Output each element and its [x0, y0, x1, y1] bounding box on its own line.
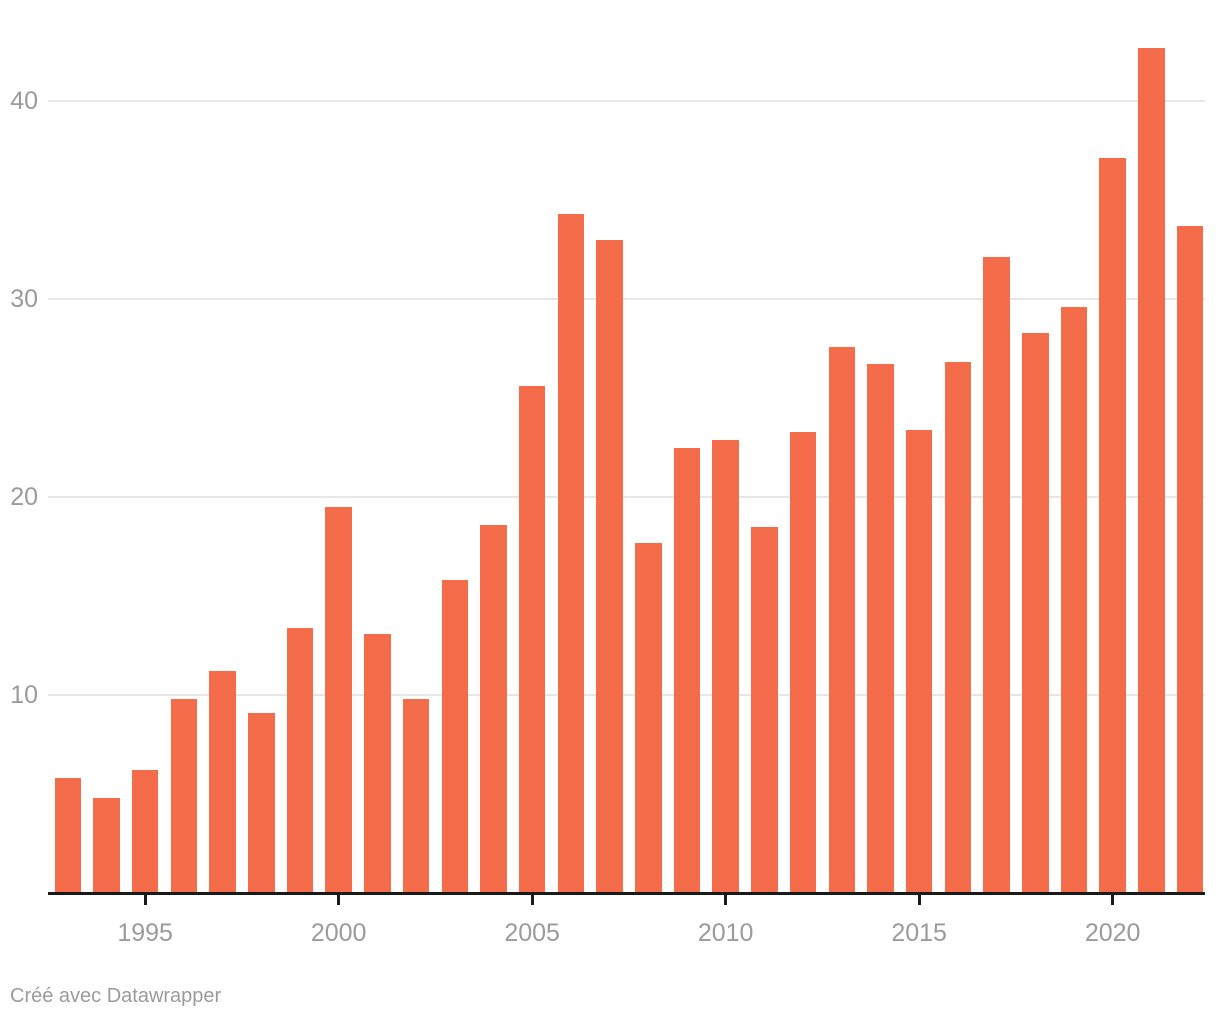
- x-axis-tick-label: 1995: [117, 919, 173, 947]
- bar-2012[interactable]: [789, 431, 817, 892]
- bar-2016[interactable]: [944, 362, 972, 892]
- bar-2019[interactable]: [1060, 306, 1088, 892]
- bar-2005[interactable]: [518, 386, 546, 892]
- x-axis-tick-label: 2000: [310, 919, 367, 947]
- bar-1994[interactable]: [93, 797, 120, 892]
- x-axis-line: [48, 892, 1205, 895]
- x-axis-tick: [1111, 895, 1115, 905]
- y-gridline: [48, 100, 1205, 102]
- y-axis-tick-label: 30: [10, 285, 38, 313]
- plot-area: 10 20 30 40 1995 2000 2005 2010 2015 2020: [10, 47, 1205, 947]
- bar-2015[interactable]: [905, 429, 933, 892]
- bar-2006[interactable]: [557, 213, 585, 892]
- x-axis-tick: [917, 895, 921, 905]
- bar-1996[interactable]: [170, 698, 198, 892]
- attribution-link[interactable]: Créé avec Datawrapper: [10, 985, 222, 1007]
- y-axis-tick-label: 40: [10, 87, 38, 115]
- bar-2004[interactable]: [480, 524, 507, 892]
- bar-1995[interactable]: [131, 770, 159, 892]
- x-axis-tick-label: 2005: [504, 919, 560, 947]
- bar-2022[interactable]: [1176, 225, 1204, 892]
- y-gridline: [48, 496, 1205, 498]
- bar-2007[interactable]: [596, 239, 623, 892]
- x-axis-tick-label: 2020: [1084, 919, 1141, 947]
- bar-2008[interactable]: [635, 542, 662, 892]
- bar-2010[interactable]: [712, 439, 739, 892]
- bar-2021[interactable]: [1138, 47, 1165, 892]
- bar-2014[interactable]: [867, 364, 894, 892]
- bar-2003[interactable]: [441, 580, 468, 892]
- bar-1997[interactable]: [209, 671, 236, 892]
- bar-2013[interactable]: [828, 346, 855, 892]
- bar-2020[interactable]: [1099, 158, 1126, 892]
- bar-1993[interactable]: [54, 778, 81, 892]
- x-axis-tick: [530, 895, 534, 905]
- y-gridline: [48, 298, 1205, 300]
- bar-2000[interactable]: [325, 506, 352, 892]
- x-axis-tick-label: 2015: [891, 919, 947, 947]
- x-axis-tick: [143, 895, 147, 905]
- bar-2011[interactable]: [751, 526, 778, 892]
- x-axis-tick: [724, 895, 728, 905]
- bar-2002[interactable]: [402, 698, 430, 892]
- bar-1998[interactable]: [248, 712, 275, 892]
- bar-2009[interactable]: [673, 447, 701, 892]
- bar-1999[interactable]: [286, 627, 314, 892]
- y-axis-tick-label: 10: [10, 681, 38, 709]
- y-axis-tick-label: 20: [10, 483, 38, 511]
- x-axis-tick: [337, 895, 341, 905]
- bar-2017[interactable]: [983, 257, 1010, 892]
- bar-2018[interactable]: [1022, 332, 1049, 892]
- x-axis-tick-label: 2010: [697, 919, 754, 947]
- bar-2001[interactable]: [364, 633, 391, 892]
- y-gridline: [48, 694, 1205, 696]
